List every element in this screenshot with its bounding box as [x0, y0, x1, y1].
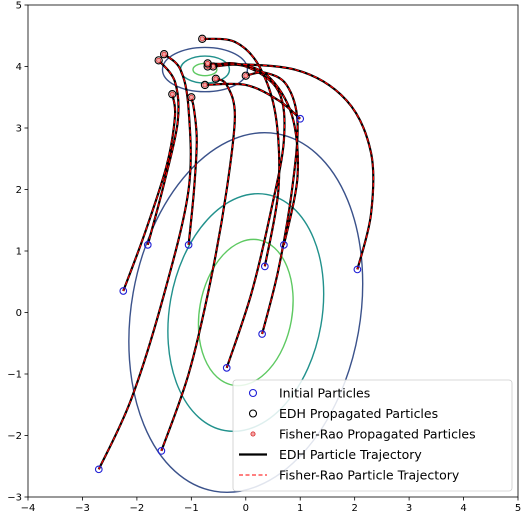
- initial-particle-9: [119, 287, 128, 295]
- legend-handle-1: [248, 409, 258, 418]
- posterior-contour-2: [161, 46, 249, 93]
- marker-group: [94, 34, 362, 474]
- fisher-rao-particle-0: [161, 51, 167, 57]
- y-tick-label-1: −2: [7, 431, 22, 442]
- y-tick-label-3: 0: [16, 308, 22, 319]
- fisher-rao-particle-3: [243, 73, 249, 79]
- y-axis: −3 −2 −1 0 1 2 3 4 5: [7, 1, 28, 504]
- legend-box: [232, 379, 513, 492]
- fisher-rao-particle-10: [188, 94, 194, 100]
- initial-particle-4: [260, 262, 269, 271]
- y-tick-label-0: −3: [7, 493, 22, 504]
- legend: Initial Particles EDH Propagated Particle…: [232, 379, 513, 492]
- initial-particle-0: [94, 465, 103, 474]
- initial-particle-6: [353, 265, 362, 274]
- prior-contour-1: [167, 192, 325, 433]
- fisher-rao-trajectory-4: [202, 38, 280, 267]
- edh-particle-4: [198, 34, 207, 43]
- y-tick-label-2: −1: [7, 370, 22, 381]
- x-tick-label-5: 1: [297, 503, 303, 514]
- y-tick-label-7: 4: [16, 62, 22, 73]
- initial-particle-8: [143, 241, 152, 249]
- y-tick-label-6: 3: [16, 124, 22, 135]
- y-tick-label-4: 1: [16, 247, 22, 258]
- fisher-rao-trajectory-7: [204, 83, 301, 120]
- edh-particle-1: [211, 74, 220, 83]
- edh-particle-3: [241, 71, 250, 80]
- fisher-rao-trajectory-9: [122, 94, 176, 292]
- x-tick-label-7: 3: [406, 503, 412, 514]
- fisher-rao-trajectory-6: [207, 62, 374, 270]
- legend-label-4: Fisher-Rao Particle Trajectory: [279, 468, 460, 483]
- x-tick-label-2: −2: [130, 503, 145, 514]
- x-tick-label-4: 0: [243, 503, 249, 514]
- legend-label-1: EDH Propagated Particles: [279, 406, 438, 421]
- legend-label-2: Fisher-Rao Propagated Particles: [279, 427, 476, 442]
- x-tick-label-8: 4: [460, 503, 466, 514]
- x-tick-label-6: 2: [351, 503, 357, 514]
- initial-particle-10: [184, 241, 193, 249]
- x-tick-label-1: −3: [75, 503, 90, 514]
- edh-particle-9: [168, 90, 177, 99]
- fisher-rao-particle-6: [205, 60, 211, 66]
- edh-particle-6: [203, 59, 212, 68]
- fisher-rao-particle-9: [169, 91, 175, 97]
- legend-label-0: Initial Particles: [279, 386, 370, 401]
- fisher-rao-trajectory-8: [147, 59, 180, 245]
- initial-particle-2: [222, 364, 231, 372]
- fisher-rao-particle-7: [202, 82, 208, 88]
- edh-trajectory-9: [122, 93, 177, 292]
- initial-particle-1: [157, 447, 166, 455]
- edh-particle-10: [187, 93, 196, 102]
- fisher-rao-trajectory-0: [98, 53, 192, 470]
- legend-handle-2: [250, 431, 256, 437]
- edh-particle-0: [159, 50, 169, 59]
- y-tick-label-5: 2: [16, 185, 22, 196]
- fisher-rao-trajectory-1: [160, 78, 236, 452]
- x-tick-label-9: 5: [515, 503, 521, 514]
- edh-particle-7: [200, 80, 210, 90]
- trajectory-group: [97, 37, 375, 470]
- x-axis: −4 −3 −2 −1 0 1 2 3 4 5: [21, 497, 521, 514]
- fisher-rao-particle-4: [199, 36, 205, 42]
- x-tick-label-3: −1: [184, 503, 199, 514]
- fisher-rao-trajectory-10: [188, 97, 198, 245]
- legend-handle-0: [248, 388, 258, 398]
- edh-particle-8: [154, 56, 163, 65]
- x-tick-label-0: −4: [21, 503, 36, 514]
- y-tick-label-8: 5: [16, 1, 22, 12]
- fisher-rao-particle-1: [213, 76, 219, 82]
- legend-label-3: EDH Particle Trajectory: [279, 447, 422, 462]
- fisher-rao-particle-8: [156, 57, 162, 63]
- initial-particle-7: [296, 114, 305, 123]
- initial-particle-3: [258, 330, 266, 338]
- edh-trajectory-8: [146, 59, 180, 246]
- initial-particle-5: [280, 241, 288, 249]
